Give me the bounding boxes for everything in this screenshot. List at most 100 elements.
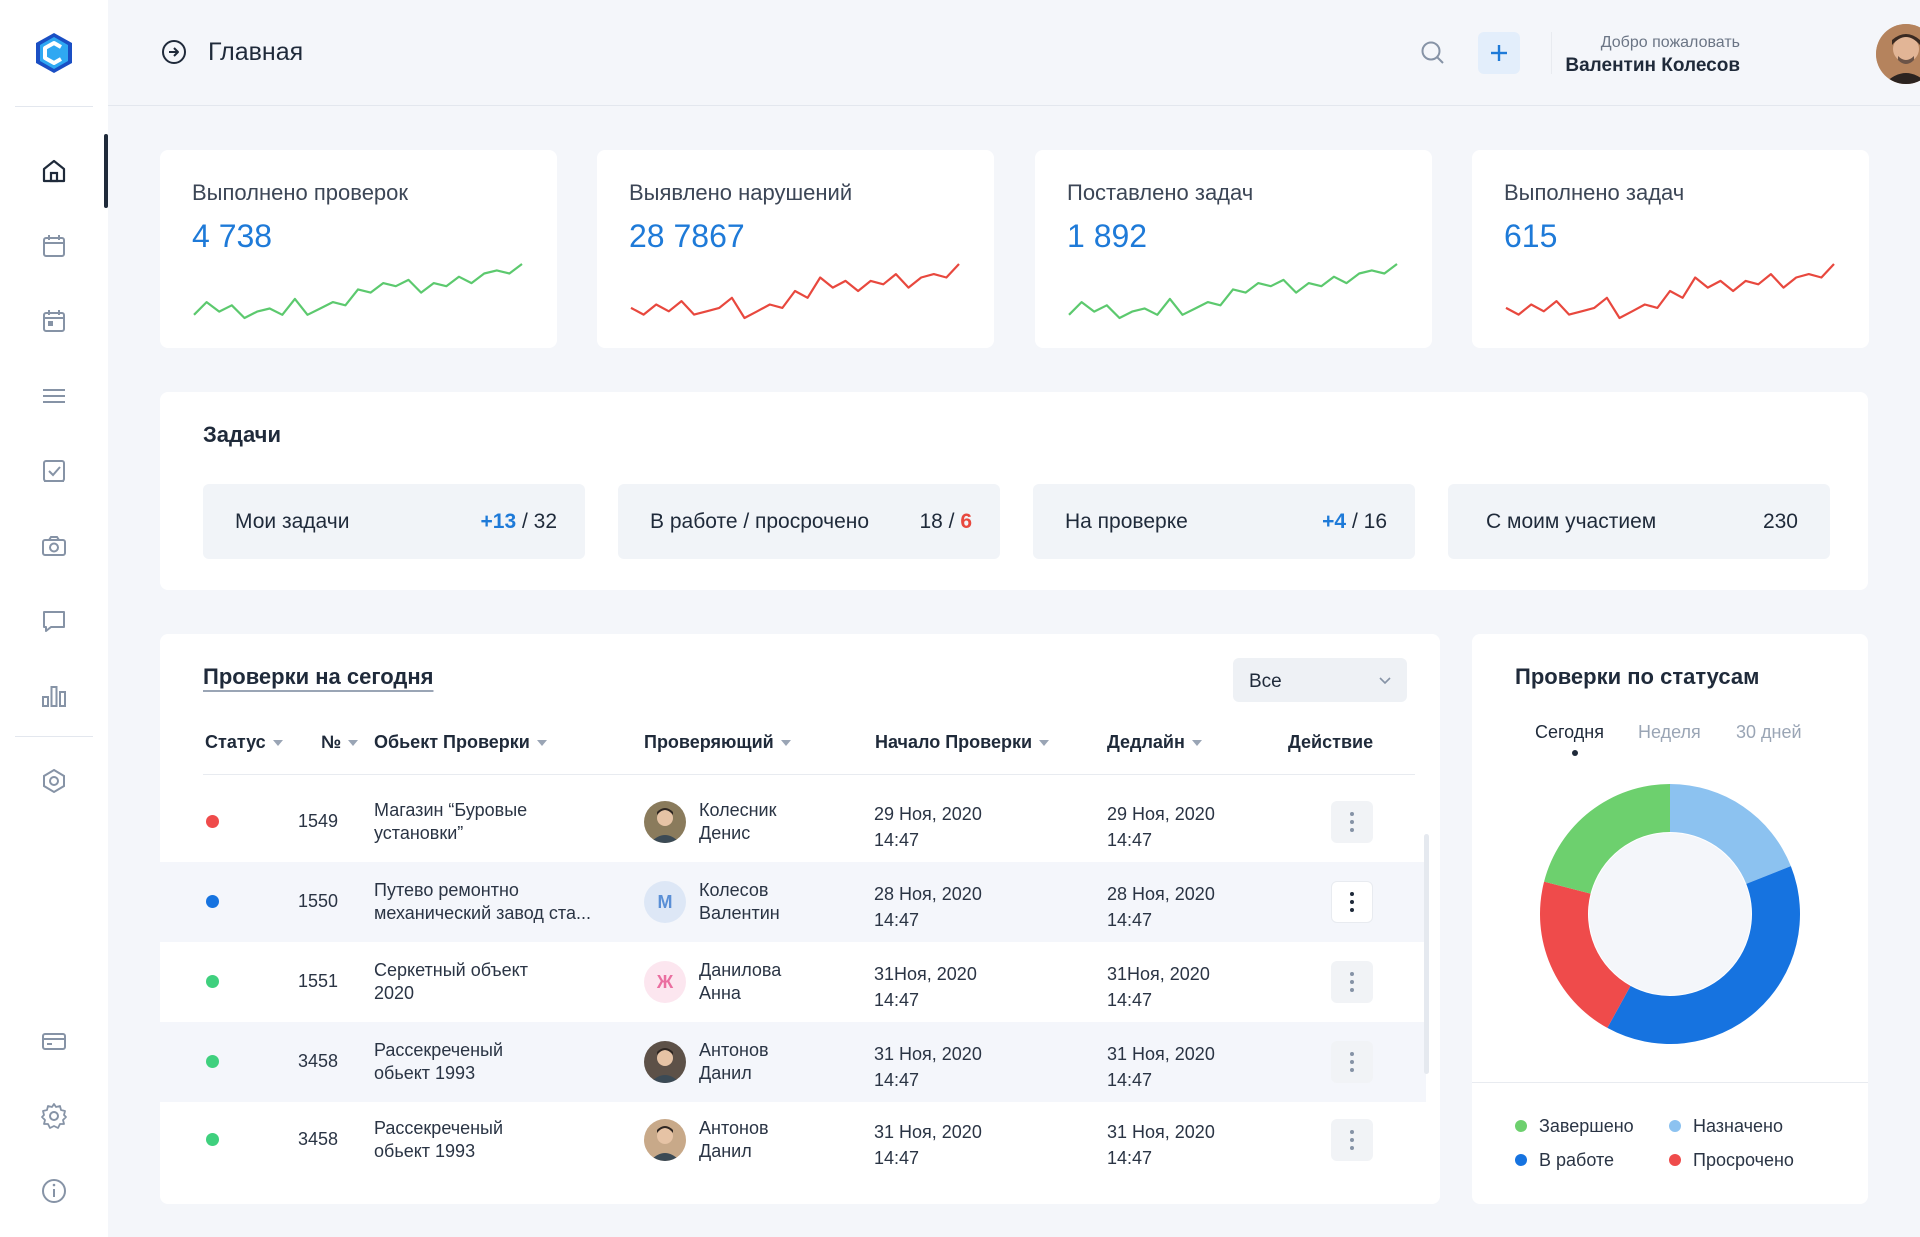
row-actions-button[interactable] (1331, 1041, 1373, 1083)
legend-dot (1515, 1120, 1527, 1132)
nav-list-icon[interactable] (29, 371, 79, 421)
sparkline-series (630, 263, 960, 320)
col-header-deadline[interactable]: Дедлайн (1107, 732, 1202, 753)
check-start: 31 Ноя, 2020 14:47 (874, 1044, 982, 1090)
nav-card-icon[interactable] (29, 1016, 79, 1066)
col-header-number[interactable]: № (321, 732, 359, 753)
stat-label: Поставлено задач (1067, 180, 1254, 205)
stat-value: 1 892 (1067, 218, 1148, 254)
check-number: 1550 (298, 891, 339, 911)
inspector-avatar (644, 801, 686, 843)
search-icon[interactable] (1418, 38, 1448, 68)
stat-value: 28 7867 (629, 218, 745, 254)
task-sep: / (942, 510, 961, 533)
row-actions-button[interactable] (1331, 1119, 1373, 1161)
checks-filter-select[interactable]: Все (1233, 658, 1407, 702)
task-label: В работе / просрочено (650, 510, 870, 533)
task-sep: / (516, 510, 534, 533)
nav-schedule-icon[interactable] (29, 296, 79, 346)
nav-camera-icon[interactable] (29, 521, 79, 571)
task-label: С моим участием (1486, 510, 1657, 533)
status-donut-chart (1540, 784, 1800, 1044)
nav-checklist-icon[interactable] (29, 446, 79, 496)
user-name[interactable]: Валентин Колесов (1565, 55, 1740, 76)
task-delta: +4 (1322, 510, 1347, 533)
user-avatar[interactable] (1876, 24, 1920, 84)
plus-icon (1491, 45, 1507, 61)
status-dot (206, 1055, 219, 1068)
more-vertical-icon (1350, 1052, 1354, 1072)
add-button[interactable] (1478, 32, 1520, 74)
table-scrollbar[interactable] (1424, 834, 1429, 1074)
task-in-progress[interactable]: В работе / просрочено 18 / 6 (618, 484, 1000, 559)
task-total: 32 (533, 510, 557, 533)
sparkline-chart (193, 263, 523, 320)
table-row[interactable]: 1549 Магазин “Буровые установки” Колесник Де… (160, 782, 1426, 862)
nav-info-icon[interactable] (29, 1166, 79, 1216)
stat-card-checks: Выполнено проверок 4 738 (160, 150, 557, 348)
status-dot (206, 1133, 219, 1146)
app-logo[interactable] (33, 32, 75, 74)
task-with-me[interactable]: С моим участием 230 (1448, 484, 1830, 559)
nav-calendar-icon[interactable] (29, 221, 79, 271)
top-header: Главная Добро пожаловать Валентин Колесо… (108, 0, 1920, 106)
inspector-avatar: Ж (644, 961, 686, 1003)
check-start: 28 Ноя, 2020 14:47 (874, 884, 982, 930)
check-object: Магазин “Буровые установки” (374, 800, 528, 843)
legend-divider (1472, 1082, 1868, 1083)
task-overdue: 6 (960, 510, 972, 533)
donut-slice (1540, 881, 1631, 1028)
checks-title-link[interactable]: Проверки на сегодня (203, 664, 434, 689)
sparkline-series (1068, 263, 1398, 320)
stat-label: Выявлено нарушений (629, 180, 853, 205)
col-header-object[interactable]: Обьект Проверки (374, 732, 547, 753)
tab-week[interactable]: Неделя (1638, 722, 1701, 742)
table-row[interactable]: 3458 Рассекреченый обьект 1993 Антонов Данил… (160, 1022, 1426, 1102)
legend-item-in-progress: В работе (1515, 1150, 1614, 1171)
stat-card-violations: Выявлено нарушений 28 7867 (597, 150, 994, 348)
tasks-title: Задачи (203, 422, 281, 447)
col-header-start[interactable]: Начало Проверки (875, 732, 1050, 753)
nav-chat-icon[interactable] (29, 596, 79, 646)
task-on-review[interactable]: На проверке +4 / 16 (1033, 484, 1415, 559)
chevron-down-icon (1379, 677, 1391, 685)
table-row[interactable]: 1551 Серкетный объект 2020 Ж Данилова Анна 31Н… (160, 942, 1426, 1022)
donut-slice (1607, 866, 1800, 1044)
row-actions-button[interactable] (1331, 881, 1373, 923)
col-header-action: Действие (1288, 732, 1374, 752)
inspector-name: Антонов Данил (699, 1040, 769, 1083)
header-separator (1551, 32, 1552, 74)
donut-hole (1589, 833, 1751, 995)
nav-home-icon[interactable] (29, 146, 79, 196)
nav-analytics-icon[interactable] (29, 671, 79, 721)
row-actions-button[interactable] (1331, 801, 1373, 843)
table-row[interactable]: 1550 Путево ремонтно механический завод ст… (160, 862, 1426, 942)
row-actions-button[interactable] (1331, 961, 1373, 1003)
tab-today[interactable]: Сегодня (1535, 722, 1604, 742)
sidebar-divider (15, 736, 93, 737)
col-header-status[interactable]: Статус (205, 732, 283, 753)
tab-30-days[interactable]: 30 дней (1736, 722, 1802, 742)
task-count: 230 (1762, 510, 1798, 533)
sparkline-chart (1505, 263, 1835, 320)
legend-dot (1669, 1154, 1681, 1166)
check-deadline: 31 Ноя, 2020 14:47 (1107, 1122, 1215, 1168)
nav-gear-icon[interactable] (29, 1091, 79, 1141)
check-object: Рассекреченый обьект 1993 (374, 1040, 504, 1083)
sparkline-series (1505, 263, 1835, 320)
task-label: Мои задачи (235, 510, 350, 533)
task-my-tasks[interactable]: Мои задачи +13 / 32 (203, 484, 585, 559)
table-row[interactable]: 3458 Рассекреченый обьект 1993 Антонов Данил… (160, 1100, 1426, 1180)
col-header-inspector[interactable]: Проверяющий (644, 732, 791, 753)
nav-settings-hex-icon[interactable] (29, 756, 79, 806)
more-vertical-icon (1350, 972, 1354, 992)
status-chart-title: Проверки по статусам (1515, 664, 1760, 689)
check-deadline: 31Ноя, 2020 14:47 (1107, 964, 1210, 1010)
back-arrow-icon[interactable] (160, 38, 188, 66)
donut-slice (1544, 784, 1670, 894)
inspector-name: Колесник Денис (699, 800, 777, 843)
inspector-name: Антонов Данил (699, 1118, 769, 1161)
check-deadline: 28 Ноя, 2020 14:47 (1107, 884, 1215, 930)
status-dot (206, 975, 219, 988)
check-start: 31 Ноя, 2020 14:47 (874, 1122, 982, 1168)
